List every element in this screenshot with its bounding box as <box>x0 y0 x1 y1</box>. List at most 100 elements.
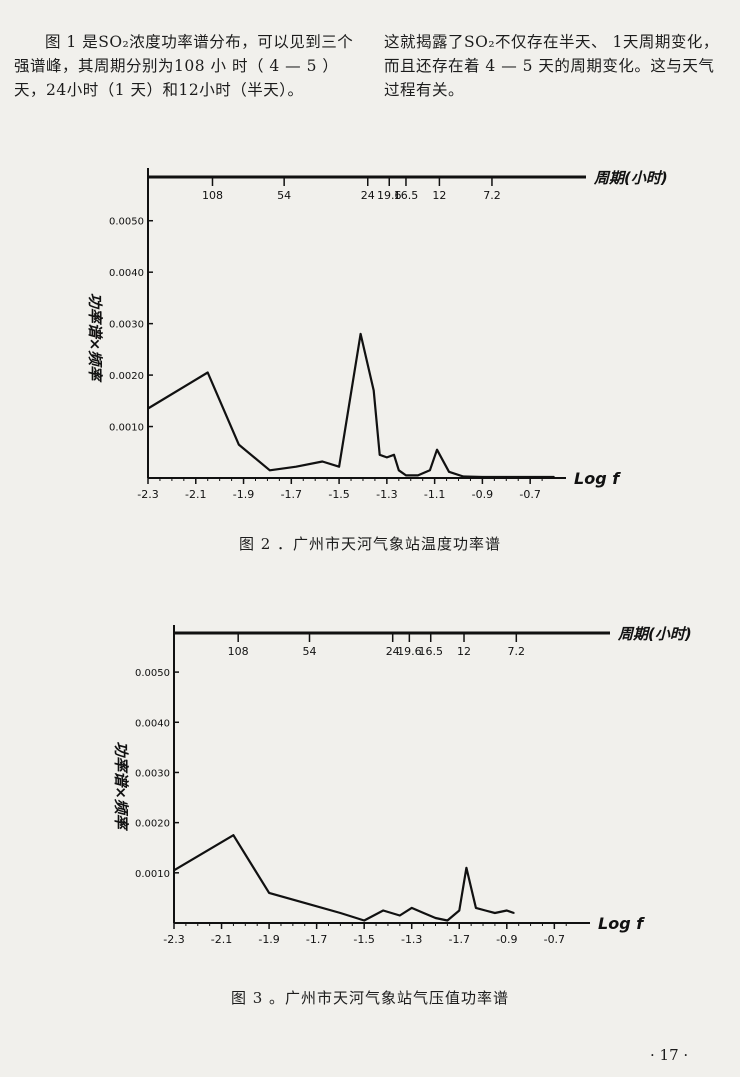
y-tick-label: 0.0040 <box>109 268 144 279</box>
spectrum-point <box>386 456 388 459</box>
period-tick-label: 7.2 <box>483 189 501 202</box>
period-axis-label: 周期(小时) <box>593 169 668 187</box>
y-axis-label: 功率谱×频率 <box>112 741 130 832</box>
spectrum-point <box>321 460 324 463</box>
period-tick-label: 19.6 <box>377 189 402 202</box>
spectrum-point <box>206 371 209 374</box>
y-tick-label: 0.0010 <box>109 423 144 434</box>
period-tick-label: 24 <box>361 189 375 202</box>
spectrum-point <box>237 443 240 446</box>
spectrum-point <box>465 867 468 869</box>
y-tick-label: 0.0020 <box>109 371 144 382</box>
spectrum-point <box>268 892 270 894</box>
period-axis-label: 周期(小时) <box>617 625 692 643</box>
period-tick-label: 108 <box>228 645 249 658</box>
right-paragraph: 这就揭露了SO₂不仅存在半天、 1天周期变化，而且还存在着 4 — 5 天的周期… <box>384 30 724 102</box>
spectrum-point <box>417 474 419 477</box>
x-tick-label: -2.1 <box>211 933 232 946</box>
x-tick-label: -1.3 <box>376 488 397 501</box>
x-tick-label: -1.7 <box>306 933 327 946</box>
x-tick-label: -1.7 <box>449 933 470 946</box>
spectrum-point <box>232 834 235 836</box>
spectrum-point <box>372 389 375 392</box>
y-tick-label: 0.0050 <box>135 668 170 679</box>
spectrum-point <box>475 907 477 909</box>
y-tick-label: 0.0040 <box>135 718 170 729</box>
y-tick-label: 0.0050 <box>109 217 144 228</box>
spectrum-point <box>378 454 381 456</box>
x-tick-label: -1.9 <box>258 933 279 946</box>
spectrum-point <box>269 469 271 472</box>
x-axis-label: Log f <box>598 914 645 933</box>
spectrum-point <box>436 448 438 451</box>
period-tick-label: 108 <box>202 189 223 202</box>
spectrum-point <box>295 465 297 468</box>
x-tick-label: -1.5 <box>328 488 349 501</box>
figure-2-chart: 周期(小时) 108 54 24 19.616.5 12 7.2 -2.3 -2.1 -1.9 -1… <box>86 168 668 501</box>
spectrum-point <box>422 912 425 914</box>
page-number: · 17 · <box>650 1046 689 1064</box>
spectrum-point <box>448 471 450 473</box>
spectrum-line <box>147 332 555 479</box>
x-tick-label: -1.1 <box>424 488 445 501</box>
y-tick-label: 0.0010 <box>135 869 170 880</box>
period-tick-label: 12 <box>457 645 471 658</box>
spectrum-point <box>359 333 362 335</box>
spectrum-point <box>147 407 149 410</box>
right-paragraph-text: 这就揭露了SO₂不仅存在半天、 1天周期变化，而且还存在着 4 — 5 天的周期… <box>384 33 719 99</box>
period-tick-label: 24 <box>386 645 400 658</box>
spectrum-point <box>405 474 407 477</box>
spectrum-point <box>393 454 395 456</box>
x-tick-label: -1.9 <box>233 488 254 501</box>
spectrum-point <box>338 465 340 468</box>
period-tick-label: 54 <box>277 189 291 202</box>
x-tick-label: -0.7 <box>519 488 540 501</box>
spectrum-point <box>481 476 484 478</box>
spectrum-point <box>434 917 437 919</box>
figure-2-caption: 图 2 ．广州市天河气象站温度功率谱 <box>238 535 502 553</box>
period-tick-label: 12 <box>432 189 446 202</box>
figure-3-caption: 图 3 。广州市天河气象站气压值功率谱 <box>230 989 510 1007</box>
spectrum-point <box>462 475 465 478</box>
figure-3: 周期(小时) 108 54 24 19.6 16.5 12 7.2 -2.3 -2.1 -1.9 -1… <box>0 615 740 1015</box>
y-tick-label: 0.0030 <box>109 320 144 331</box>
spectrum-point <box>382 909 384 912</box>
x-tick-label: -2.1 <box>185 488 206 501</box>
x-tick-label: -1.7 <box>281 488 302 501</box>
left-paragraph-text: 图 1 是SO₂浓度功率谱分布，可以见到三个强谱峰，其周期分别为108 小 时（… <box>14 33 354 99</box>
x-axis-label: Log f <box>574 469 621 488</box>
spectrum-point <box>553 476 555 478</box>
x-tick-label: -1.3 <box>401 933 422 946</box>
x-tick-label: -2.3 <box>137 488 158 501</box>
y-axis-label: 功率谱×频率 <box>86 293 104 384</box>
x-tick-label: -2.3 <box>163 933 184 946</box>
spectrum-point <box>363 919 365 922</box>
spectrum-point <box>494 912 496 914</box>
spectrum-point <box>505 476 508 478</box>
spectrum-point <box>173 869 175 872</box>
y-tick-label: 0.0030 <box>135 768 170 779</box>
spectrum-point <box>303 902 306 904</box>
x-tick-label: -0.9 <box>496 933 517 946</box>
period-tick-label: 7.2 <box>508 645 526 658</box>
x-tick-label: -0.9 <box>472 488 493 501</box>
spectrum-point <box>446 919 449 922</box>
period-tick-label: 19.6 <box>397 645 422 658</box>
figure-2: 周期(小时) 108 54 24 19.6 16.5 12 7.2 -2.3 -2.1 -1.9 -1… <box>0 150 740 550</box>
period-tick-label: 16.5 <box>394 189 419 202</box>
spectrum-point <box>506 909 508 912</box>
period-tick-label: 54 <box>302 645 316 658</box>
spectrum-point <box>458 909 461 912</box>
x-tick-label: -1.5 <box>353 933 374 946</box>
spectrum-point <box>339 912 342 914</box>
spectrum-point <box>399 914 401 917</box>
period-tick-label: 16.5 <box>418 645 443 658</box>
left-paragraph: 图 1 是SO₂浓度功率谱分布，可以见到三个强谱峰，其周期分别为108 小 时（… <box>14 30 366 102</box>
spectrum-point <box>410 907 413 909</box>
x-tick-label: -0.7 <box>544 933 565 946</box>
spectrum-line <box>173 834 515 922</box>
spectrum-point <box>429 469 431 472</box>
spectrum-point <box>398 469 400 472</box>
spectrum-point <box>513 912 515 914</box>
